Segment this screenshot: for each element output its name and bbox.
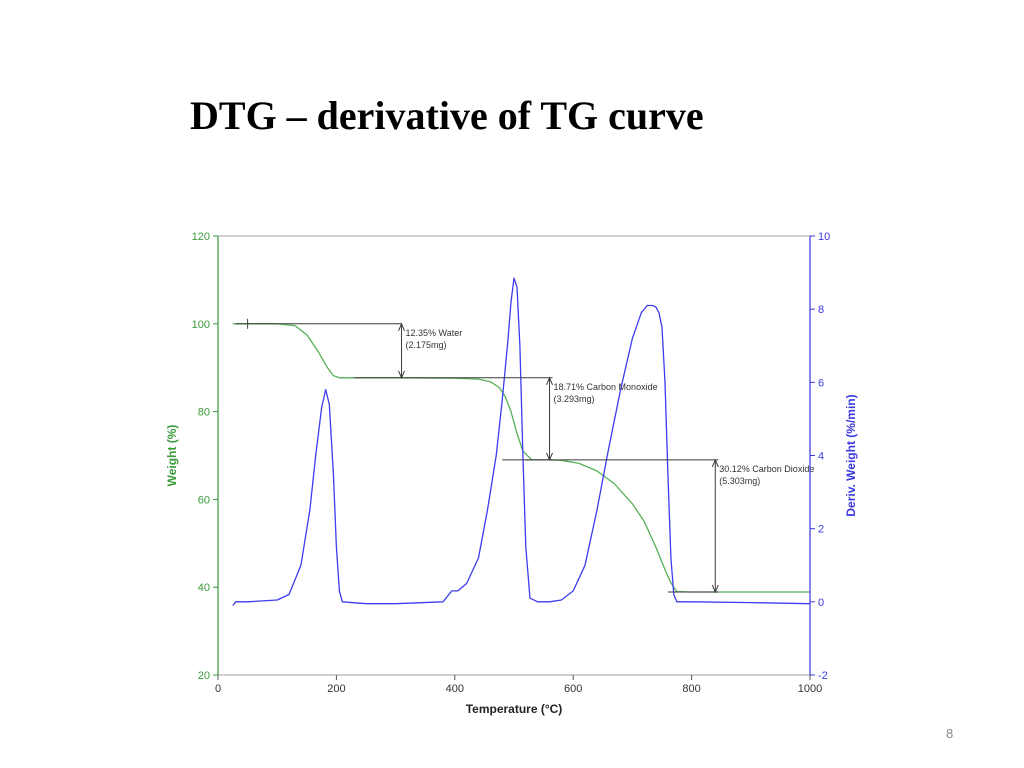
plot-frame xyxy=(217,235,811,676)
page-number: 8 xyxy=(946,726,954,741)
slide-title: DTG – derivative of TG curve xyxy=(190,93,704,138)
annotation-label: 18.71% Carbon Monoxide xyxy=(554,382,658,392)
y2-tick-label: -2 xyxy=(818,670,828,682)
y-tick-label: 80 xyxy=(198,407,210,419)
annotation-mass: (3.293mg) xyxy=(554,394,595,404)
y-tick-label: 120 xyxy=(192,231,210,243)
x-tick-label: 400 xyxy=(446,683,464,695)
y2-tick-label: 6 xyxy=(818,377,824,389)
x-axis-label: Temperature (°C) xyxy=(466,702,563,716)
deriv-curve-line xyxy=(232,277,811,606)
annotation-label: 12.35% Water xyxy=(406,328,463,338)
y-axis-label: Weight (%) xyxy=(165,425,179,487)
x-tick-label: 0 xyxy=(215,683,221,695)
weight-curve xyxy=(232,318,810,593)
x-tick-label: 200 xyxy=(327,683,345,695)
annotation-arrow-up xyxy=(546,376,553,385)
weight-curve-line xyxy=(232,323,810,593)
annotation-arrow-down xyxy=(711,584,719,594)
y-tick-label: 40 xyxy=(198,582,210,594)
y2-tick-label: 10 xyxy=(818,231,830,243)
weight-loss-annotations: 12.35% Water (2.175mg) 18.71% Carbon Monox… xyxy=(235,322,814,594)
y2-tick-label: 0 xyxy=(818,597,824,609)
annotation-arrow-up xyxy=(711,458,719,468)
y-tick-label: 20 xyxy=(198,670,210,682)
x-tick-label: 600 xyxy=(564,683,582,695)
y2-tick-label: 2 xyxy=(818,524,824,536)
y-tick-label: 100 xyxy=(192,319,210,331)
x-tick-label: 800 xyxy=(682,683,700,695)
annotation-mass: (5.303mg) xyxy=(719,476,760,486)
annotation-mass: (2.175mg) xyxy=(406,340,447,350)
annotation-label: 30.12% Carbon Dioxide xyxy=(719,464,814,474)
y2-axis-label: Deriv. Weight (%/min) xyxy=(844,394,858,516)
x-tick-label: 1000 xyxy=(798,683,822,695)
annotation-arrow-up xyxy=(398,322,405,331)
deriv-weight-curve xyxy=(232,277,811,606)
y2-tick-label: 8 xyxy=(818,304,824,316)
y-tick-label: 60 xyxy=(198,494,210,506)
y2-tick-label: 4 xyxy=(818,451,824,463)
